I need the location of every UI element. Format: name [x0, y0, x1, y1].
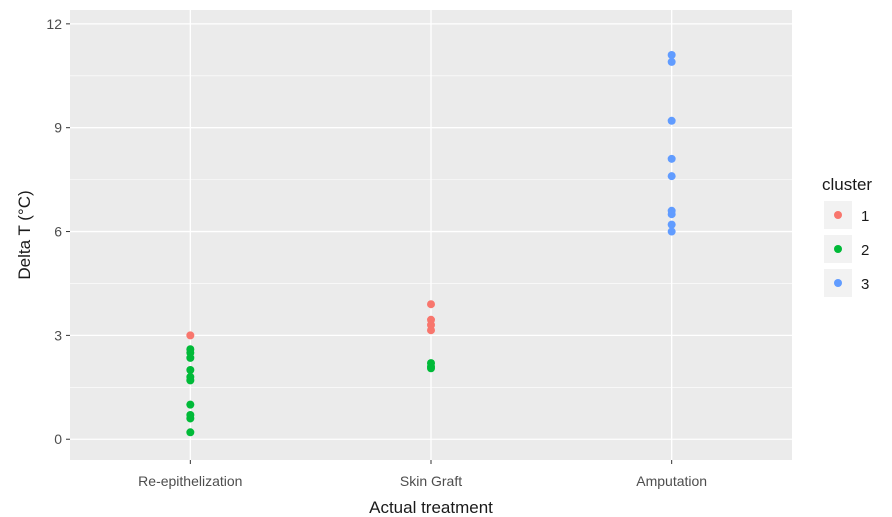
y-axis: 0 3 6 9 12 [46, 16, 70, 447]
data-point-cluster-2 [427, 364, 435, 373]
x-tick-label: Amputation [636, 473, 707, 489]
y-axis-title: Delta T (°C) [15, 190, 34, 279]
data-point-cluster-1 [186, 331, 195, 340]
data-point-cluster-3 [667, 172, 676, 181]
data-point-cluster-1 [427, 300, 435, 309]
legend-label-3: 3 [861, 276, 869, 293]
data-point-cluster-3 [667, 210, 676, 219]
legend-key-3 [834, 279, 842, 287]
data-point-cluster-2 [186, 353, 195, 362]
data-point-cluster-3 [667, 116, 676, 125]
data-point-cluster-3 [667, 154, 676, 163]
x-tick-label: Skin Graft [400, 473, 462, 489]
data-point-cluster-2 [186, 414, 195, 423]
legend: cluster 1 2 3 [822, 175, 872, 297]
data-point-cluster-3 [667, 220, 676, 229]
data-points [186, 51, 676, 437]
y-tick-label: 9 [54, 120, 62, 136]
y-tick-label: 3 [54, 327, 62, 343]
data-point-cluster-3 [667, 51, 676, 59]
y-tick-label: 6 [54, 224, 62, 240]
data-point-cluster-2 [186, 428, 195, 437]
x-tick-label: Re-epithelization [138, 473, 242, 489]
legend-key-2 [834, 245, 842, 253]
data-point-cluster-1 [427, 326, 435, 335]
x-axis: Re-epithelization Skin Graft Amputation [138, 460, 707, 489]
y-tick-label: 12 [46, 16, 62, 32]
data-point-cluster-3 [667, 57, 676, 66]
data-point-cluster-2 [186, 366, 195, 374]
data-point-cluster-3 [667, 227, 676, 236]
legend-label-1: 1 [861, 208, 869, 225]
legend-title: cluster [822, 175, 872, 194]
data-point-cluster-2 [186, 400, 195, 409]
legend-label-2: 2 [861, 242, 869, 259]
x-axis-title: Actual treatment [369, 498, 493, 517]
y-tick-label: 0 [54, 431, 62, 447]
legend-key-1 [834, 211, 842, 219]
data-point-cluster-2 [186, 376, 195, 385]
